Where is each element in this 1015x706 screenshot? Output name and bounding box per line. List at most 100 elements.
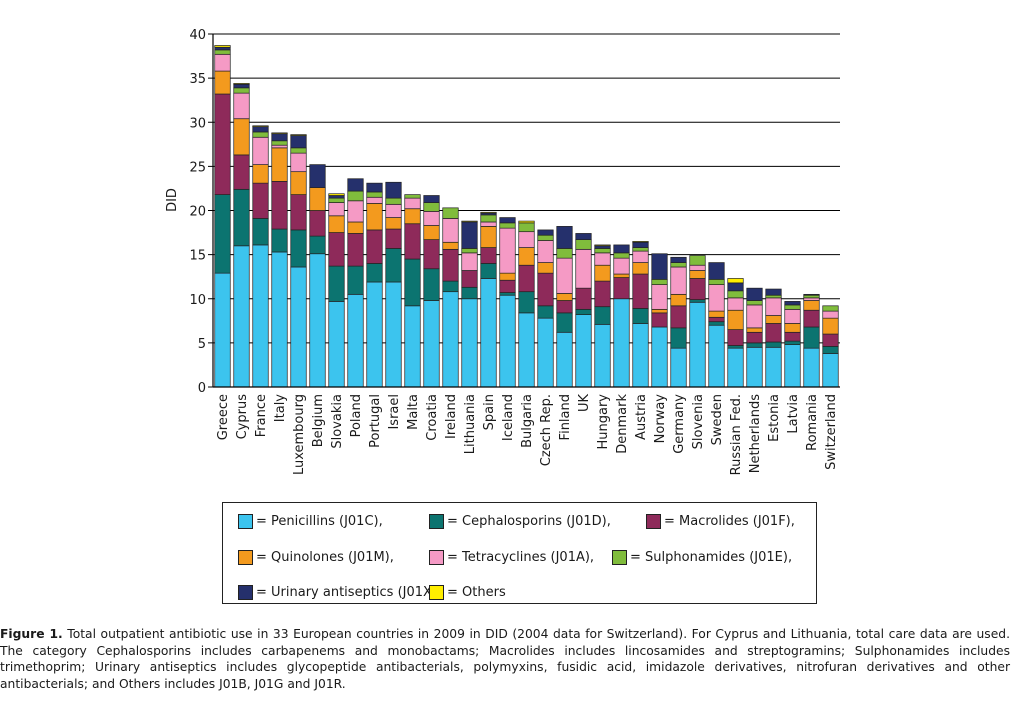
bar-segment-urinary <box>613 244 630 254</box>
legend-label: Macrolides (J01F), <box>679 514 795 529</box>
legend-label: Cephalosporins (J01D), <box>462 514 611 529</box>
legend-item: = Urinary antiseptics (J01X), <box>238 585 441 600</box>
bar-segment-penicillins <box>461 298 478 388</box>
bar-segment-others <box>233 83 250 85</box>
legend-item: = Cephalosporins (J01D), <box>429 514 611 529</box>
bar-segment-quinolones <box>480 226 497 248</box>
bar-segment-urinary <box>632 241 649 248</box>
bar-segment-tetracyclines <box>727 297 744 311</box>
bar-stack-france <box>252 125 269 388</box>
bar-segment-urinary <box>252 126 269 133</box>
bar-stack-slovenia <box>689 255 706 388</box>
bar-segment-penicillins <box>803 347 820 388</box>
bar-segment-penicillins <box>537 317 554 388</box>
bar-segment-cephalosporins <box>214 194 231 274</box>
x-category-label: Greece <box>216 394 231 440</box>
bar-segment-macrolides <box>594 280 611 308</box>
x-category-label: Italy <box>273 394 288 423</box>
bar-segment-quinolones <box>746 327 763 333</box>
x-category-label: Malta <box>406 394 421 430</box>
bar-segment-sulphonamides <box>651 278 668 285</box>
bar-segment-quinolones <box>765 315 782 324</box>
bar-segment-others <box>632 241 649 243</box>
bar-segment-tetracyclines <box>575 248 592 289</box>
x-category-label: Netherlands <box>748 394 763 473</box>
legend-equals: = <box>256 585 272 600</box>
bar-segment-urinary <box>575 233 592 240</box>
y-tick-label: 35 <box>189 72 206 87</box>
bar-segment-tetracyclines <box>480 221 497 227</box>
bar-segment-macrolides <box>727 329 744 346</box>
x-category-label: UK <box>577 394 592 413</box>
bar-segment-sulphonamides <box>727 290 744 299</box>
bar-stack-romania <box>803 293 820 388</box>
bar-stack-estonia <box>765 288 782 388</box>
bar-stack-greece <box>214 45 231 388</box>
bar-segment-sulphonamides <box>784 304 801 310</box>
x-category-label: Bulgaria <box>520 394 535 448</box>
bar-segment-sulphonamides <box>214 49 231 55</box>
bar-stack-germany <box>670 256 687 388</box>
bar-segment-tetracyclines <box>765 297 782 316</box>
bar-segment-macrolides <box>765 323 782 343</box>
x-category-label: Austria <box>634 394 649 440</box>
x-category-label: Germany <box>672 394 687 454</box>
bar-segment-quinolones <box>271 147 288 182</box>
bar-segment-quinolones <box>290 171 307 195</box>
legend-label: Penicillins (J01C), <box>271 514 383 529</box>
bar-segment-macrolides <box>784 331 801 342</box>
bar-segment-sulphonamides <box>442 207 459 219</box>
x-category-label: Estonia <box>767 394 782 442</box>
bar-segment-macrolides <box>613 277 630 300</box>
bar-stack-croatia <box>423 195 440 388</box>
bar-segment-tetracyclines <box>613 257 630 275</box>
bar-segment-sulphonamides <box>689 255 706 266</box>
bar-segment-penicillins <box>442 291 459 388</box>
bar-stack-russian-fed- <box>727 278 744 388</box>
x-category-label: Russian Fed. <box>729 394 744 475</box>
bar-segment-penicillins <box>404 305 421 388</box>
x-category-label: Norway <box>653 394 668 444</box>
legend-equals: = <box>447 585 463 600</box>
bar-stack-norway <box>651 253 668 388</box>
bar-segment-cephalosporins <box>480 263 497 279</box>
bar-segment-macrolides <box>708 316 725 323</box>
bar-segment-sulphonamides <box>613 252 630 259</box>
legend-swatch <box>612 550 627 565</box>
bar-segment-cephalosporins <box>537 305 554 319</box>
x-category-label: Cyprus <box>235 394 250 440</box>
bar-stack-spain <box>480 211 497 388</box>
bar-segment-macrolides <box>328 232 345 267</box>
y-tick-label: 40 <box>189 28 206 43</box>
y-tick-label: 15 <box>189 249 206 264</box>
bar-stack-israel <box>385 181 402 388</box>
bar-segment-penicillins <box>689 301 706 388</box>
bar-segment-macrolides <box>746 331 763 344</box>
bar-segment-macrolides <box>518 264 535 293</box>
bar-segment-quinolones <box>613 273 630 278</box>
bar-segment-urinary <box>594 245 611 249</box>
bar-segment-penicillins <box>746 346 763 388</box>
bar-stack-uk <box>575 233 592 388</box>
bar-segment-others <box>518 220 535 224</box>
bar-stack-ireland <box>442 207 459 388</box>
bar-segment-quinolones <box>822 317 839 335</box>
bar-stack-switzerland <box>822 305 839 388</box>
bar-segment-quinolones <box>347 221 364 234</box>
legend-label: Urinary antiseptics (J01X), <box>271 585 442 600</box>
bar-segment-macrolides <box>442 248 459 282</box>
bar-segment-penicillins <box>765 346 782 388</box>
legend-label: Others <box>462 585 506 600</box>
x-category-label: Croatia <box>425 394 440 441</box>
legend-swatch <box>429 514 444 529</box>
x-category-label: Latvia <box>786 394 801 434</box>
y-tick-label: 20 <box>189 205 206 220</box>
bar-segment-sulphonamides <box>252 131 269 138</box>
x-category-label: Ireland <box>444 394 459 439</box>
bar-segment-quinolones <box>708 310 725 318</box>
bar-segment-quinolones <box>328 215 345 233</box>
bar-segment-tetracyclines <box>461 252 478 271</box>
x-category-label: France <box>254 394 269 437</box>
bar-segment-urinary <box>366 182 383 193</box>
x-category-label: Slovakia <box>330 394 345 449</box>
